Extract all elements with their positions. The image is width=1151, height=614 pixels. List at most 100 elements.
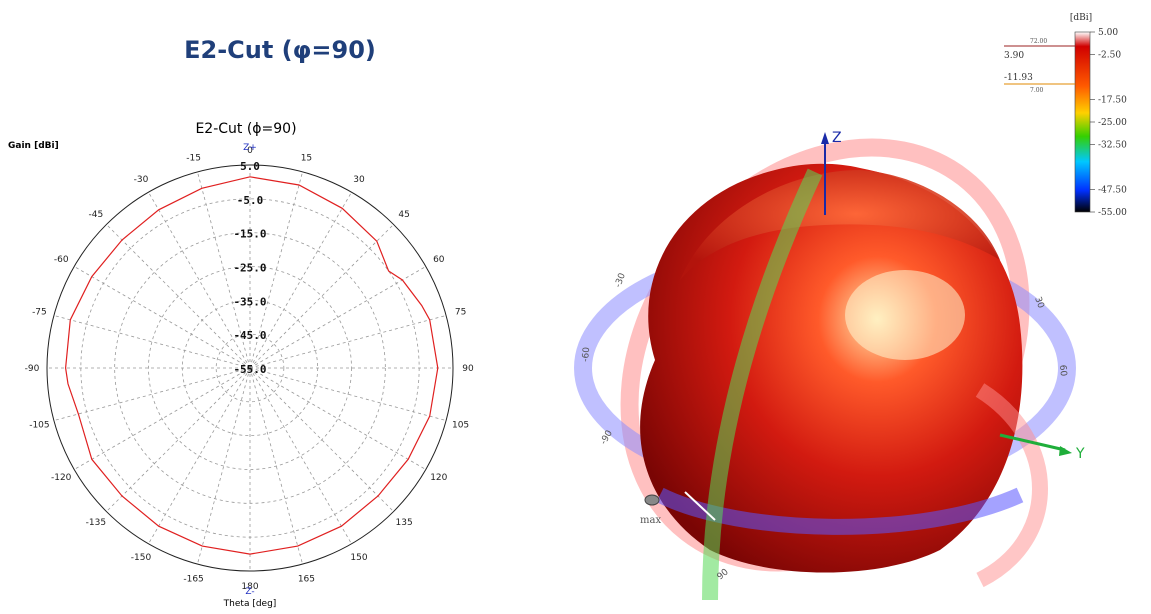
ring-label: 60	[1057, 364, 1068, 377]
polar-grid-spoke	[73, 367, 251, 470]
ring-label: -60	[581, 346, 592, 362]
polar-grid-spoke	[249, 367, 447, 421]
polar-angle-tick-label: -105	[29, 420, 49, 430]
polar-radial-tick-label: -55.0	[233, 363, 266, 376]
polar-grid-spoke	[249, 224, 394, 369]
legend-ticks: 5.00 -2.50 -17.50 -25.00 -32.50 -47.50 -55.00	[1090, 28, 1127, 218]
polar-angle-tick-label: -90	[25, 364, 40, 374]
polar-radial-ticks: 5.0 -5.0 -15.0 -25.0 -35.0 -45.0 -55.0	[233, 160, 266, 376]
polar-radial-tick-label: -35.0	[233, 295, 266, 308]
polar-grid-spoke	[249, 367, 352, 545]
legend-tick-label: -55.00	[1098, 208, 1127, 218]
polar-angle-tick-label: -75	[32, 308, 47, 318]
max-label: max	[640, 515, 661, 526]
polar-grid-spoke	[73, 266, 251, 369]
polar-angle-tick-label: 45	[398, 210, 409, 220]
y-axis-label: Y	[1075, 446, 1085, 462]
legend-tick-label: -17.50	[1098, 96, 1127, 106]
polar-angle-tick-label: -15	[186, 153, 201, 163]
polar-grid-spoke	[249, 191, 352, 369]
polar-grid-ring	[148, 266, 352, 470]
polar-angle-tick-label: 0	[247, 146, 253, 156]
polar-angle-tick-label: 180	[241, 582, 258, 592]
polar-grid-spoke	[249, 171, 303, 369]
legend-unit: [dBi]	[1070, 13, 1092, 23]
polar-grid	[46, 164, 454, 572]
legend-tick-label: -2.50	[1098, 51, 1121, 61]
color-legend: [dBi] 5.00 -2.50 -17.50 -25.00 -32.50 -47.50 -…	[1004, 13, 1127, 218]
legend-tick-label: 5.00	[1098, 28, 1118, 38]
polar-angle-tick-label: 120	[430, 473, 447, 483]
polar-outer-circle	[46, 164, 454, 572]
polar-grid-spoke	[106, 224, 251, 369]
polar-angle-tick-label: 150	[350, 553, 367, 563]
polar-angle-tick-label: -150	[131, 553, 152, 563]
polar-angle-tick-label: -165	[183, 575, 203, 585]
y-axis-arrow-icon	[1059, 446, 1072, 456]
pattern-body	[640, 163, 1023, 573]
polar-grid-spoke	[197, 171, 251, 369]
polar-grid-spoke	[249, 367, 427, 470]
z-axis-label: Z	[832, 130, 842, 146]
polar-angle-tick-label: -120	[51, 473, 72, 483]
ring-yz-front	[702, 168, 823, 601]
polar-grid-spoke	[148, 191, 251, 369]
max-indicator-line	[684, 491, 716, 521]
polar-angle-tick-label: 90	[462, 364, 474, 374]
polar-grid-spoke	[53, 367, 251, 421]
polar-angle-tick-label: 135	[396, 518, 413, 528]
polar-grid-spoke	[53, 315, 251, 369]
polar-radial-tick-label: -45.0	[233, 329, 266, 342]
polar-angle-tick-label: -135	[86, 518, 106, 528]
legend-tick-label: -47.50	[1098, 186, 1127, 196]
polar-angle-tick-label: -30	[134, 175, 149, 185]
polar-grid-ring	[114, 232, 386, 504]
polar-grid-spoke	[249, 266, 427, 369]
polar-radial-tick-label: -5.0	[237, 194, 264, 207]
polar-grid-spoke	[249, 315, 447, 369]
polar-radial-tick-label: -25.0	[233, 262, 266, 275]
polar-angle-ticks: 0 15 30 45 60 75 90 105 120 135 150 165 180 -165 -150 -…	[25, 146, 474, 592]
legend-tick-label: -32.50	[1098, 141, 1127, 151]
ring-label: 30	[1032, 296, 1045, 310]
polar-ylabel: Gain [dBi]	[8, 141, 59, 151]
polar-radial-tick-label: 5.0	[240, 160, 260, 173]
polar-grid-spoke	[148, 367, 251, 545]
legend-marker-value: -11.93	[1004, 73, 1033, 83]
polar-angle-tick-label: 15	[301, 153, 312, 163]
polar-grid-spoke	[106, 367, 251, 512]
polar-radial-tick-label: -15.0	[233, 228, 266, 241]
polar-angle-tick-label: 165	[298, 575, 315, 585]
polar-angle-tick-label: 75	[455, 308, 466, 318]
polar-angle-tick-label: 105	[452, 420, 469, 430]
ring-xy-front	[656, 487, 1024, 535]
polar-grid-spoke	[249, 367, 303, 565]
legend-colorbar	[1074, 31, 1091, 213]
z-minus-label: Z-	[245, 587, 254, 597]
polar-angle-tick-label: 60	[433, 255, 445, 265]
pattern-top-lobe	[680, 170, 1000, 280]
polar-grid-spoke	[249, 367, 394, 512]
gain-series-line	[64, 176, 439, 555]
polar-grid-spoke	[197, 367, 251, 565]
legend-marker-sub: 7.00	[1030, 87, 1044, 94]
polar-xlabel: Theta [deg]	[223, 599, 277, 609]
slide-title: E2-Cut (φ=90)	[184, 36, 376, 64]
polar-angle-tick-label: -60	[54, 255, 69, 265]
max-marker-icon	[644, 494, 660, 506]
polar-angle-tick-label: -45	[88, 210, 103, 220]
polar-chart: E2-Cut (ϕ=90) Gain [dBi] 0 15 30 45 60 75 90 10…	[8, 121, 474, 609]
radiation-pattern-3d: Z Y max -30 -60 -90 30 60 90	[574, 130, 1085, 601]
polar-chart-title: E2-Cut (ϕ=90)	[195, 121, 296, 137]
z-plus-label: Z+	[243, 143, 257, 153]
pattern-highlight	[845, 270, 965, 360]
legend-marker-value: 3.90	[1004, 51, 1024, 61]
legend-tick-label: -25.00	[1098, 118, 1127, 128]
ring-label: -30	[613, 272, 628, 289]
polar-angle-tick-label: 30	[353, 175, 365, 185]
y-axis-line	[999, 433, 1066, 452]
ring-xz-front	[975, 383, 1048, 588]
polar-grid-ring	[215, 333, 285, 403]
legend-marker-sub: 72.00	[1030, 38, 1047, 45]
z-axis-arrow-icon	[821, 132, 829, 144]
